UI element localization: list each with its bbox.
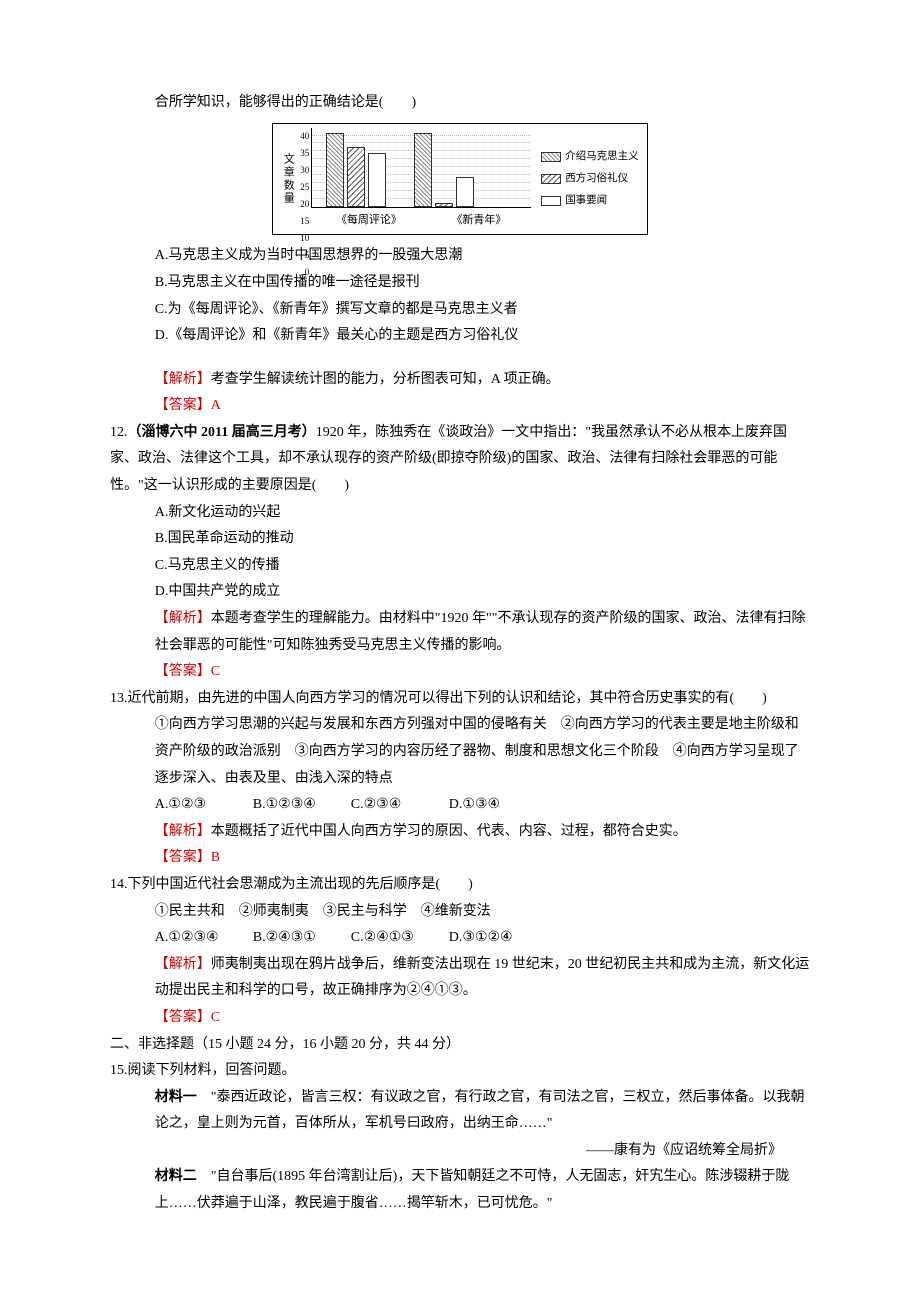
q12-optA: A.新文化运动的兴起 [110,500,810,527]
bar-g2-s1 [414,133,432,207]
q11-optA: A.马克思主义成为当时中国思想界的一股强大思潮 [110,243,810,270]
bar-g1-s3 [368,153,386,207]
chart-ylabel: 文章数量 [277,153,298,205]
q15-m1-cite: ——康有为《应诏统筹全局折》 [110,1138,810,1165]
q12: 12.（淄博六中 2011 届高三月考）1920 年，陈独秀在《谈政治》一文中指… [110,420,810,500]
bar-g2-s2 [435,203,453,207]
q12-optB: B.国民革命运动的推动 [110,526,810,553]
q12-daan: 【答案】C [110,659,810,686]
chart-xlabels: 《每周评论》 《新青年》 [311,210,531,231]
legend-swatch-2 [541,174,561,184]
q15-m2: 材料二 "自台事后(1895 年台湾割让后)，天下皆知朝廷之不可恃，人无固志，奸… [110,1164,810,1217]
q12-optD: D.中国共产党的成立 [110,579,810,606]
bar-g1-s2 [347,147,365,207]
q11-optD: D.《每周评论》和《新青年》最关心的主题是西方习俗礼仪 [110,323,810,350]
q13: 13.近代前期，由先进的中国人向西方学习的情况可以得出下列的认识和结论，其中符合… [110,686,810,713]
q12-jiexi: 【解析】本题考查学生的理解能力。由材料中"1920 年""不承认现存的资产阶级的… [110,606,810,659]
chart-yaxis: 40 35 30 25 20 15 10 5 0 [300,128,311,208]
chart-plotarea [311,128,531,208]
q11-optC: C.为《每周评论》、《新青年》撰写文章的都是马克思主义者 [110,297,810,324]
q11-daan: 【答案】A [110,393,810,420]
q14-jiexi: 【解析】师夷制夷出现在鸦片战争后，维新变法出现在 19 世纪末，20 世纪初民主… [110,952,810,1005]
q11-jiexi: 【解析】考查学生解读统计图的能力，分析图表可知，A 项正确。 [110,367,810,394]
legend-swatch-1 [541,152,561,162]
chart-container: 文章数量 40 35 30 25 20 15 10 5 0 [110,123,810,236]
q15-m1: 材料一 "泰西近政论，皆言三权：有议政之官，有行政之官，有司法之官，三权立，然后… [110,1085,810,1138]
q13-daan: 【答案】B [110,845,810,872]
q14-daan: 【答案】C [110,1005,810,1032]
bar-g2-s3 [456,177,474,207]
bar-g1-s1 [326,133,344,207]
legend-swatch-3 [541,196,561,206]
chart-group-2 [414,133,474,207]
chart-group-1 [326,133,386,207]
chart-legend: 介绍马克思主义 西方习俗礼仪 国事要闻 [541,147,639,211]
q14-opts: A.①②③④B.②④③①C.②④①③D.③①②④ [110,925,810,952]
q15: 15.阅读下列材料，回答问题。 [110,1058,810,1085]
q13-stmt: ①向西方学习思潮的兴起与发展和东西方列强对中国的侵略有关 ②向西方学习的代表主要… [110,712,810,792]
q11-optB: B.马克思主义在中国传播的唯一途径是报刊 [110,270,810,297]
q13-opts: A.①②③B.①②③④C.②③④D.①③④ [110,792,810,819]
chart-box: 文章数量 40 35 30 25 20 15 10 5 0 [272,123,647,236]
q14-stmt: ①民主共和 ②师夷制夷 ③民主与科学 ④维新变法 [110,899,810,926]
q13-jiexi: 【解析】本题概括了近代中国人向西方学习的原因、代表、内容、过程，都符合史实。 [110,819,810,846]
section-2-heading: 二、非选择题（15 小题 24 分，16 小题 20 分，共 44 分） [110,1032,810,1059]
q14: 14.下列中国近代社会思潮成为主流出现的先后顺序是( ) [110,872,810,899]
q12-optC: C.马克思主义的传播 [110,553,810,580]
q11-stem: 合所学知识，能够得出的正确结论是( ) [110,90,810,117]
